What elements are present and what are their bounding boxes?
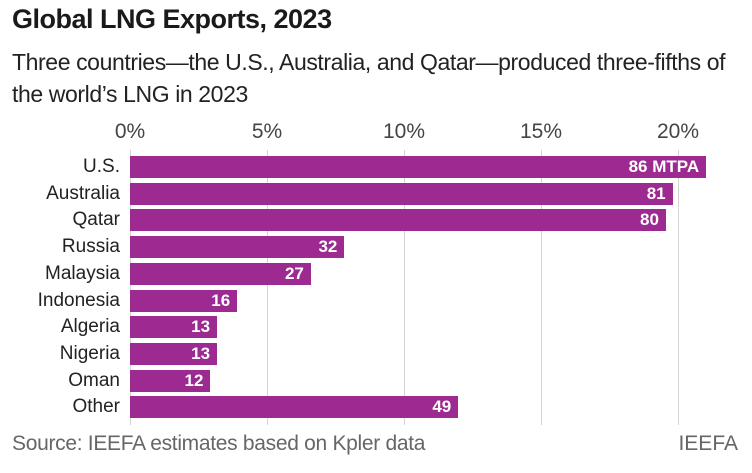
category-label: Indonesia (37, 289, 120, 311)
category-label: Russia (61, 236, 120, 258)
gridline (678, 150, 679, 425)
data-label: 49 (432, 397, 452, 417)
data-label: 16 (211, 290, 231, 310)
data-label: 13 (191, 343, 211, 363)
x-tick-label: 0% (114, 120, 146, 143)
category-label: Algeria (60, 316, 120, 338)
bar-algeria (130, 316, 218, 339)
data-label: 27 (284, 263, 304, 283)
bar-us (130, 156, 707, 178)
x-tick-label: 10% (382, 120, 426, 143)
gridline (267, 150, 268, 425)
category-label: U.S. (83, 156, 120, 177)
data-label: 80 (640, 210, 659, 230)
bar-indonesia (130, 289, 238, 312)
data-label: 13 (191, 317, 211, 337)
gridline (404, 150, 405, 425)
bar-qatar (130, 209, 666, 232)
x-tick-label: 20% (656, 120, 700, 143)
bar-oman (130, 369, 211, 392)
x-tick-label: 15% (519, 120, 563, 143)
data-label: 86 MTPA (628, 157, 700, 176)
data-label: 81 (646, 183, 666, 203)
category-label: Nigeria (59, 342, 120, 364)
gridline (130, 150, 131, 425)
bar-australia (130, 182, 673, 205)
gridline (541, 150, 542, 425)
category-label: Qatar (72, 209, 120, 231)
category-label: Oman (68, 369, 120, 391)
bar-russia (130, 236, 345, 259)
category-label: Other (72, 396, 120, 418)
brand-label: IEEFA (678, 432, 738, 455)
category-label: Malaysia (45, 262, 120, 284)
bar-nigeria (130, 342, 218, 365)
data-label: 32 (318, 237, 338, 257)
category-label: Australia (46, 182, 120, 204)
bar-malaysia (130, 262, 311, 285)
source-note: Source: IEEFA estimates based on Kpler d… (12, 432, 426, 455)
chart-subtitle: Three countries—the U.S., Australia, and… (12, 49, 726, 107)
chart-title: Global LNG Exports, 2023 (12, 4, 332, 34)
data-label: 12 (184, 370, 204, 390)
x-tick-label: 5% (251, 120, 283, 143)
bar-other (130, 396, 459, 419)
